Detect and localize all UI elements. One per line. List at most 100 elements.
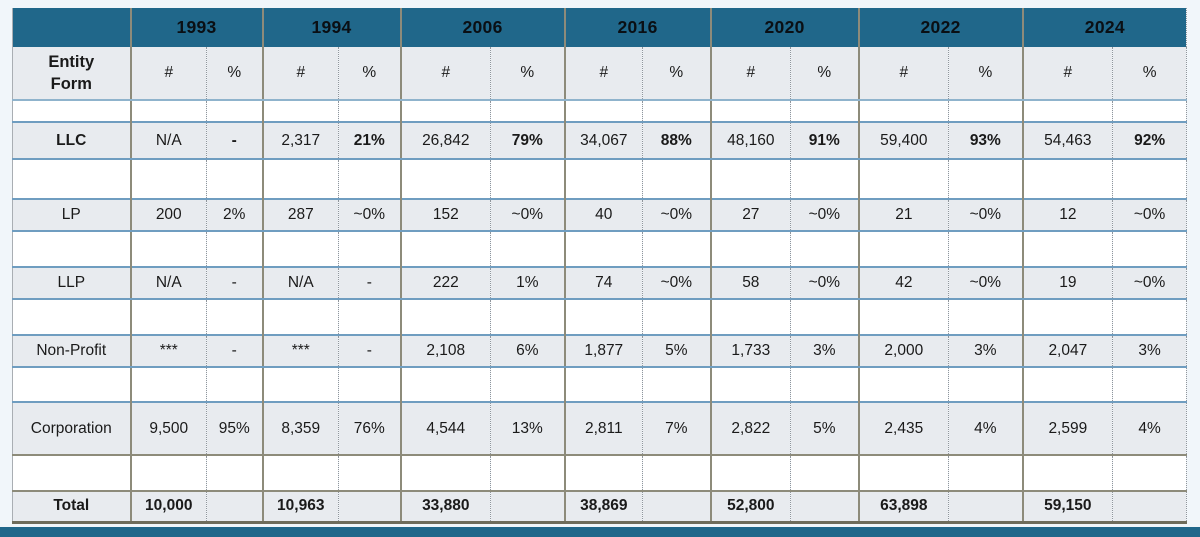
spacer-cell	[205, 100, 263, 122]
spacer-cell	[563, 100, 643, 122]
count-cell: 2,822	[709, 401, 791, 456]
count-cell: 40	[563, 198, 643, 232]
entity-label: Corporation	[12, 401, 131, 456]
percent-header-cell: %	[205, 47, 263, 101]
year-header-cell: 2016	[563, 8, 711, 47]
percent-cell: 1%	[490, 266, 565, 300]
corner-cell	[12, 8, 131, 47]
count-cell: 1,733	[709, 334, 791, 368]
spacer-cell	[642, 231, 711, 267]
spacer-cell	[261, 455, 339, 491]
spacer-cell	[790, 231, 859, 267]
count-header-cell: #	[709, 47, 791, 101]
spacer-cell	[490, 299, 565, 335]
spacer-cell	[563, 455, 643, 491]
spacer-cell	[1021, 159, 1113, 199]
spacer-cell	[948, 100, 1023, 122]
spacer-cell	[1112, 159, 1188, 199]
spacer-cell	[948, 367, 1023, 402]
spacer-cell	[12, 100, 131, 122]
spacer-cell	[563, 159, 643, 199]
count-cell: 2,000	[857, 334, 949, 368]
count-cell: 287	[261, 198, 339, 232]
spacer-cell	[338, 367, 401, 402]
spacer-cell	[857, 100, 949, 122]
spacer-cell	[205, 159, 263, 199]
spacer-row	[12, 100, 1188, 122]
count-cell: 9,500	[129, 401, 207, 456]
spacer-cell	[129, 299, 207, 335]
spacer-cell	[642, 455, 711, 491]
entity-label: LLC	[12, 121, 131, 160]
spacer-cell	[399, 299, 491, 335]
percent-cell: 4%	[948, 401, 1023, 456]
percent-header-cell: %	[948, 47, 1023, 101]
total-percent-cell	[490, 490, 565, 524]
spacer-cell	[399, 367, 491, 402]
spacer-row	[12, 231, 1188, 267]
spacer-cell	[12, 231, 131, 267]
year-header-cell: 2022	[857, 8, 1023, 47]
percent-cell: 5%	[642, 334, 711, 368]
spacer-cell	[1112, 455, 1188, 491]
year-header-cell: 1994	[261, 8, 401, 47]
percent-cell: 79%	[490, 121, 565, 160]
count-cell: 222	[399, 266, 491, 300]
percent-cell: ~0%	[338, 198, 401, 232]
spacer-cell	[857, 231, 949, 267]
spacer-cell	[642, 299, 711, 335]
percent-header-cell: %	[790, 47, 859, 101]
spacer-cell	[399, 100, 491, 122]
count-header-cell: #	[399, 47, 491, 101]
spacer-cell	[709, 367, 791, 402]
spacer-cell	[338, 231, 401, 267]
count-cell: 2,108	[399, 334, 491, 368]
percent-cell: ~0%	[1112, 198, 1188, 232]
spacer-cell	[490, 159, 565, 199]
percent-cell: ~0%	[1112, 266, 1188, 300]
spacer-cell	[261, 231, 339, 267]
percent-cell: 76%	[338, 401, 401, 456]
spacer-cell	[490, 100, 565, 122]
percent-cell: 95%	[205, 401, 263, 456]
spacer-row	[12, 367, 1188, 402]
count-cell: 2,599	[1021, 401, 1113, 456]
percent-cell: ~0%	[642, 266, 711, 300]
count-cell: 48,160	[709, 121, 791, 160]
count-header-cell: #	[857, 47, 949, 101]
percent-cell: ~0%	[490, 198, 565, 232]
column-header-row: Entity Form #% #% #% #% #% #% #%	[12, 47, 1188, 101]
spacer-cell	[205, 455, 263, 491]
spacer-cell	[129, 100, 207, 122]
spacer-cell	[790, 299, 859, 335]
spacer-row	[12, 159, 1188, 199]
percent-cell: 3%	[1112, 334, 1188, 368]
spacer-cell	[790, 159, 859, 199]
count-cell: 34,067	[563, 121, 643, 160]
percent-header-cell: %	[1112, 47, 1188, 101]
count-cell: ***	[129, 334, 207, 368]
percent-header-cell: %	[338, 47, 401, 101]
entity-row-lp: LP 200 2% 287 ~0% 152 ~0% 40 ~0% 27 ~0% 21 ~0% 12 ~0%	[12, 198, 1188, 232]
entity-form-by-year-table: 1993 1994 2006 2016 2020 2022 2024 Entity Form #…	[12, 8, 1188, 524]
total-percent-cell	[790, 490, 859, 524]
spacer-cell	[12, 367, 131, 402]
spacer-cell	[490, 367, 565, 402]
spacer-cell	[857, 299, 949, 335]
spacer-cell	[857, 367, 949, 402]
count-cell: N/A	[261, 266, 339, 300]
bottom-accent-bar	[0, 527, 1200, 537]
percent-cell: ~0%	[790, 198, 859, 232]
spacer-cell	[399, 231, 491, 267]
spacer-cell	[948, 159, 1023, 199]
spacer-cell	[205, 231, 263, 267]
percent-cell: ~0%	[790, 266, 859, 300]
spacer-cell	[261, 159, 339, 199]
spacer-cell	[12, 299, 131, 335]
percent-cell: -	[205, 334, 263, 368]
spacer-cell	[261, 299, 339, 335]
total-percent-cell	[1112, 490, 1188, 524]
spacer-cell	[1112, 299, 1188, 335]
spacer-cell	[563, 367, 643, 402]
spacer-cell	[12, 159, 131, 199]
